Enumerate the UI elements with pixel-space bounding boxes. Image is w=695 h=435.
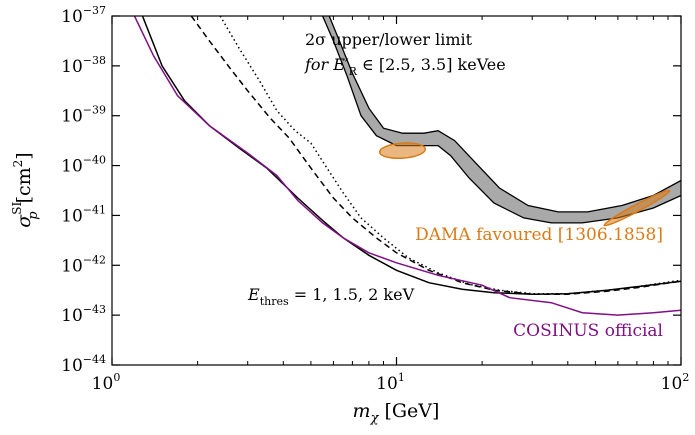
series-layer xyxy=(133,16,681,316)
y-tick-label: 10−37 xyxy=(61,4,106,27)
annotation-threshold-prefix: E xyxy=(247,285,260,304)
x-tick-label: 102 xyxy=(661,371,690,394)
y-tick-label: 10−43 xyxy=(61,303,106,326)
y-tick-label: 10−38 xyxy=(61,54,106,77)
annotation-threshold: Ethres = 1, 1.5, 2 keV xyxy=(247,285,415,308)
dama-region-2 xyxy=(603,189,671,227)
y-tick-label: 10−44 xyxy=(61,353,106,376)
dama-region-layer xyxy=(378,142,671,227)
dama-band-upper-edge xyxy=(328,16,681,213)
y-axis-label: σSIp [cm2] xyxy=(10,152,41,227)
annotation-dama-line2: for E′R ∈ [2.5, 3.5] keVee xyxy=(304,55,506,78)
dama-band-lower-edge xyxy=(322,16,681,224)
cosinus-label: COSINUS official xyxy=(513,321,663,341)
annotation-dama-line1: 2σ upper/lower limit xyxy=(305,30,473,49)
y-axis-label-unit-end: ] xyxy=(13,152,35,159)
x-tick-label: 100 xyxy=(92,371,121,394)
x-axis-label: mχ [GeV] xyxy=(353,400,440,426)
x-tick-label: 101 xyxy=(376,371,405,394)
y-axis-label-unit-sup: 2 xyxy=(11,160,25,168)
y-tick-label: 10−42 xyxy=(61,253,106,276)
y-axis-label-unit: [cm xyxy=(13,167,35,203)
series-line-4 xyxy=(133,16,681,316)
annotation-dama-line2-suffix: ∈ [2.5, 3.5] keVee xyxy=(357,55,506,74)
annotation-threshold-sub: thres xyxy=(260,295,289,308)
y-tick-label: 10−40 xyxy=(61,154,106,177)
annotation-dama-line2-sub: R xyxy=(349,65,358,78)
x-axis-label-main: m xyxy=(353,400,371,422)
y-axis-label-main: σ xyxy=(13,214,35,228)
series-line-2 xyxy=(190,16,681,295)
annotation-threshold-suffix: = 1, 1.5, 2 keV xyxy=(289,285,415,304)
y-tick-label: 10−41 xyxy=(61,203,106,226)
x-axis-label-unit: [GeV] xyxy=(384,400,439,422)
y-axis-label-sup: SI xyxy=(10,202,24,215)
y-tick-label: 10−39 xyxy=(61,104,106,127)
tick-layer: 100 101 102 10−44 10−43 10−42 10−41 10−40 10−39 1… xyxy=(61,4,689,394)
y-axis-label-sub: p xyxy=(26,211,41,220)
x-axis-label-sub: χ xyxy=(370,411,380,426)
dama-label: DAMA favoured [1306.1858] xyxy=(415,225,663,245)
dama-region-1 xyxy=(378,142,427,159)
annotation-dama-line2-prefix: for E′ xyxy=(304,55,349,74)
